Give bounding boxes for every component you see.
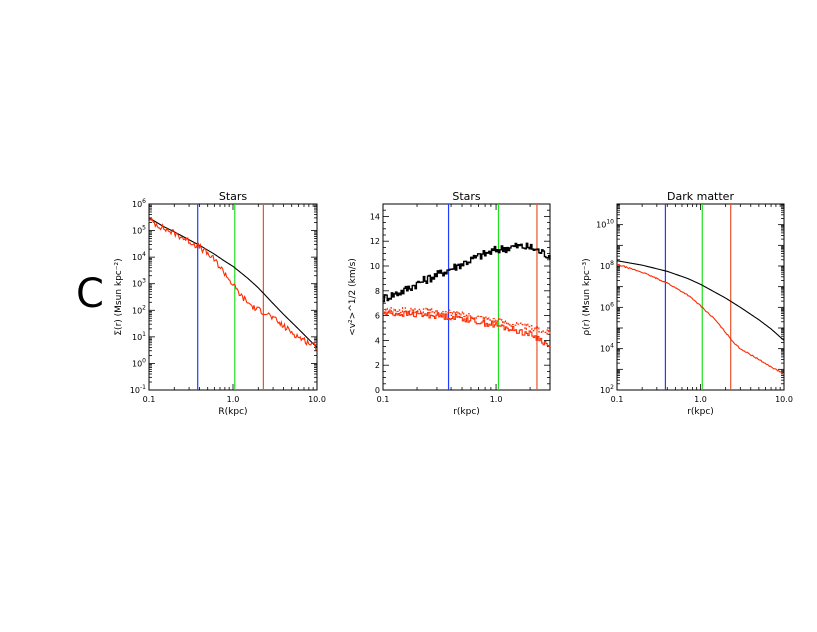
series-line-1 xyxy=(148,217,318,348)
y-tick-label: 103 xyxy=(132,278,146,289)
x-tick-label: 1.0 xyxy=(490,395,503,404)
y-tick-label: 1010 xyxy=(596,219,614,230)
y-tick-label: 104 xyxy=(600,343,614,354)
x-tick-label: 0.1 xyxy=(143,395,156,404)
y-ticks xyxy=(149,204,317,391)
plot-frame xyxy=(616,203,785,391)
x-tick-label: 1.0 xyxy=(694,395,707,404)
chart-title: Dark matter xyxy=(667,190,734,203)
x-tick-label: 10.0 xyxy=(775,395,793,404)
x-tick-label: 0.1 xyxy=(377,395,390,404)
y-tick-label: 12 xyxy=(370,237,380,246)
chart-title: Stars xyxy=(452,190,481,203)
chart-title: Stars xyxy=(219,190,248,203)
y-tick-label: 106 xyxy=(600,301,614,312)
panel-label: C xyxy=(76,271,104,317)
y-axis-label: <v²>^1/2 (km/s) xyxy=(348,258,358,336)
y-axis-label: Σ(r) (Msun kpc⁻²) xyxy=(114,258,124,335)
series-line-1 xyxy=(383,242,551,303)
series-line-2 xyxy=(616,263,785,375)
x-tick-label: 10.0 xyxy=(308,395,326,404)
y-axis-label: ρ(r) (Msun kpc⁻³) xyxy=(582,258,592,335)
x-minor-ticks xyxy=(382,204,551,390)
plot-frame xyxy=(382,203,551,391)
x-minor-ticks xyxy=(148,204,314,390)
y-tick-label: 6 xyxy=(375,312,380,321)
y-tick-label: 102 xyxy=(600,384,614,395)
x-axis-label: r(kpc) xyxy=(453,407,480,417)
y-tick-label: 10 xyxy=(370,262,380,271)
series-line-3 xyxy=(383,307,551,335)
y-tick-label: 102 xyxy=(132,304,146,315)
x-axis-label: R(kpc) xyxy=(218,407,247,417)
y-tick-label: 106 xyxy=(132,198,146,209)
y-tick-label: 2 xyxy=(375,361,380,370)
y-tick-label: 8 xyxy=(375,287,380,296)
x-tick-label: 1.0 xyxy=(227,395,240,404)
y-ticks xyxy=(617,204,784,391)
chart-2: 0.1 1.0 0 2 4 6 8 10 12 14 Stars r(kpc) <v²>^1/2 (km… xyxy=(348,190,551,417)
chart-3: 0.1 1.0 10.0 102 104 106 108 1010 Dark matter r(k… xyxy=(582,190,793,417)
y-tick-label: 14 xyxy=(370,212,380,221)
series-line-2 xyxy=(383,310,551,347)
y-tick-label: 4 xyxy=(375,336,380,345)
x-minor-ticks xyxy=(616,204,781,390)
y-tick-label: 100 xyxy=(132,357,146,368)
y-ticks xyxy=(383,203,550,391)
series-line-1 xyxy=(616,260,785,341)
y-tick-label: 104 xyxy=(132,251,146,262)
series-line-2 xyxy=(148,217,318,351)
y-tick-label: 0 xyxy=(375,386,380,395)
x-axis-label: r(kpc) xyxy=(687,407,714,417)
y-tick-label: 10-1 xyxy=(130,384,146,395)
y-tick-label: 108 xyxy=(600,260,614,271)
x-tick-label: 0.1 xyxy=(611,395,624,404)
y-tick-label: 105 xyxy=(132,225,146,236)
chart-1: 0.1 1.0 10.0 10-1 100 101 102 103 104 105 106 Stars… xyxy=(114,190,326,417)
y-tick-label: 101 xyxy=(132,331,146,342)
